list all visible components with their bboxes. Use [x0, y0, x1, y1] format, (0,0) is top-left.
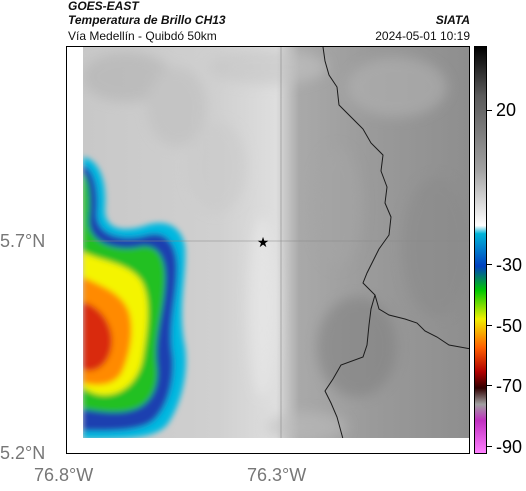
colorbar-label: -30	[496, 255, 523, 275]
product-title: Temperatura de Brillo CH13	[68, 13, 226, 27]
satellite-title: GOES-EAST	[68, 0, 139, 13]
colorbar-label: 20	[496, 100, 517, 120]
colorbar-tick	[487, 446, 492, 447]
colorbar-tick	[487, 110, 492, 111]
satellite-map[interactable]: ★	[66, 46, 470, 454]
organization-label: SIATA	[435, 13, 470, 27]
cloud-red-core	[83, 302, 113, 371]
colorbar-tick	[487, 385, 492, 386]
convective-cloud	[83, 157, 186, 439]
route-subtitle: Vía Medellín - Quibdó 50km	[68, 29, 217, 43]
boundary-line-south	[324, 294, 376, 453]
lat-label: 5.2°N	[0, 443, 46, 463]
colorbar-label: -50	[496, 316, 523, 336]
colorbar-label: -70	[496, 376, 523, 396]
colorbar-label: -90	[496, 437, 523, 457]
colorbar	[474, 46, 487, 454]
timestamp-label: 2024-05-01 10:19	[375, 29, 470, 43]
colorbar-tick	[487, 325, 492, 326]
colorbar-tick	[487, 264, 492, 265]
lon-label: 76.8°W	[34, 465, 94, 485]
data-margin-bottom	[67, 438, 469, 453]
boundary-line	[322, 47, 469, 350]
lon-label: 76.3°W	[247, 465, 307, 485]
star-icon: ★	[257, 235, 270, 251]
lat-label: 5.7°N	[0, 231, 46, 251]
map-canvas: ★	[67, 47, 469, 453]
data-margin-left	[67, 47, 83, 453]
